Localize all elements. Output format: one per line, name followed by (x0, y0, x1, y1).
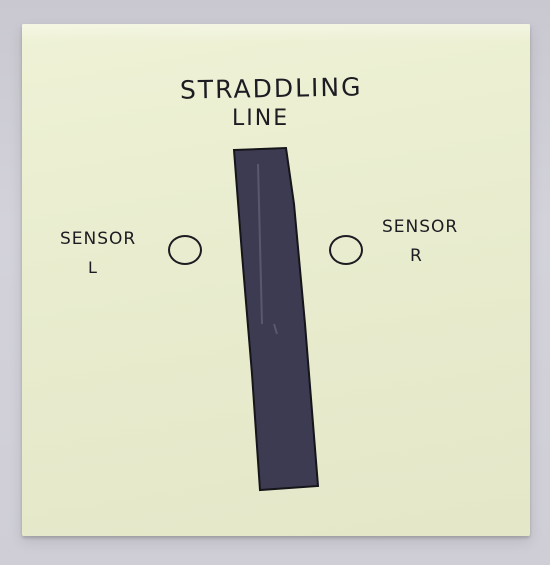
sensor-right-label: SENSOR (382, 217, 459, 237)
sensor-left-circle (168, 235, 202, 265)
title-line-2: LINE (232, 106, 290, 131)
sensor-right-circle (329, 235, 363, 265)
sensor-right-letter: R (410, 246, 423, 266)
sticky-note: STRADDLING LINE SENSOR L SENSOR R (22, 24, 530, 536)
straddled-line-drawing (232, 146, 320, 492)
sensor-left-letter: L (88, 258, 98, 277)
sticky-note-top-edge (22, 24, 530, 42)
sensor-left-label: SENSOR (60, 229, 137, 249)
line-highlight-streak (257, 163, 278, 335)
thick-black-line (232, 146, 320, 492)
